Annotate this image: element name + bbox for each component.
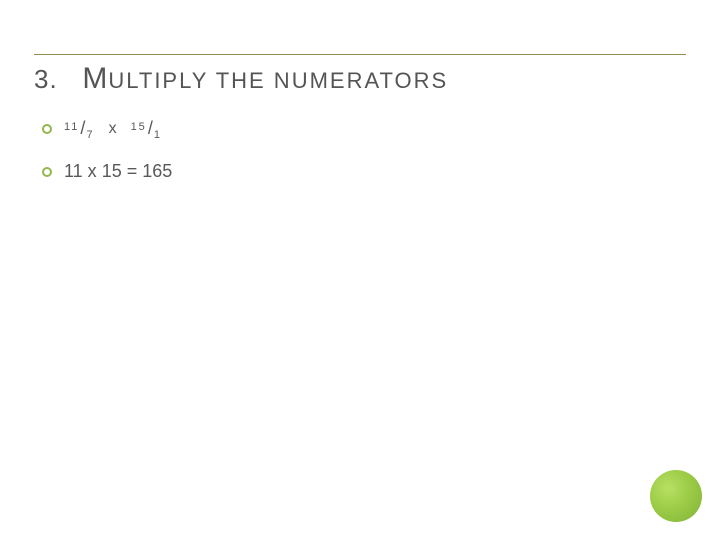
slash: / xyxy=(148,118,153,139)
title-first-letter: M xyxy=(82,62,108,95)
fraction-2: 15 / 1 xyxy=(131,118,162,139)
list-item: 11 / 7 x 15 / 1 xyxy=(42,118,172,139)
numerator: 15 xyxy=(131,121,147,133)
operator: x xyxy=(109,120,117,138)
list-item: 11 x 15 = 165 xyxy=(42,161,172,182)
denominator: 7 xyxy=(86,129,94,141)
slide-title: 3. MULTIPLY THE NUMERATORS xyxy=(34,62,448,96)
title-number: 3. xyxy=(34,64,58,94)
title-rest: ULTIPLY THE NUMERATORS xyxy=(108,68,448,93)
bullet-list: 11 / 7 x 15 / 1 11 x 15 = 165 xyxy=(42,118,172,204)
bullet-icon xyxy=(42,167,52,177)
equation-text: 11 x 15 = 165 xyxy=(64,161,172,182)
decorative-circle-icon xyxy=(650,470,702,522)
numerator: 11 xyxy=(64,121,79,133)
denominator: 1 xyxy=(154,129,162,141)
fraction-1: 11 / 7 xyxy=(64,118,95,139)
title-rule xyxy=(34,54,686,55)
bullet-icon xyxy=(42,124,52,134)
slash: / xyxy=(80,118,85,139)
